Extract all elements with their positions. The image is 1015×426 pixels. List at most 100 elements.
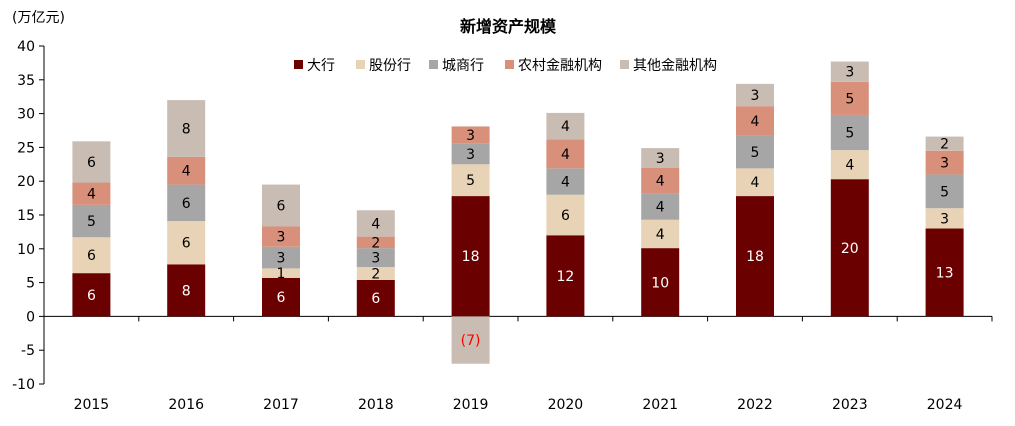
bar-data-label: 4	[561, 147, 570, 163]
y-tick-label: 20	[17, 174, 35, 190]
bar-segment	[167, 156, 206, 185]
legend-swatch	[505, 60, 514, 69]
legend-swatch	[620, 60, 629, 69]
bar-data-label: 1	[277, 266, 286, 282]
bar-segment	[546, 235, 585, 317]
y-tick-label: 35	[17, 73, 35, 89]
legend-label: 城商行	[442, 58, 484, 74]
legend-label: 大行	[307, 58, 335, 74]
bar-data-label: 6	[182, 236, 191, 252]
bar-segment	[546, 168, 585, 195]
bar-segment	[167, 264, 206, 317]
y-tick-label: -10	[12, 377, 35, 393]
y-tick-label: 5	[26, 276, 35, 292]
bar-segment	[356, 279, 395, 317]
bar-data-label: 4	[845, 158, 854, 174]
bar-segment	[72, 182, 111, 205]
bar-data-label: 3	[277, 230, 286, 246]
bar-segment	[925, 150, 964, 175]
bar-data-label: 5	[87, 214, 96, 230]
bar-data-label: 3	[656, 151, 665, 167]
bar-segment	[736, 106, 774, 136]
bar-data-label: 3	[277, 251, 286, 267]
bar-segment	[72, 141, 111, 183]
bar-data-label: 3	[751, 88, 760, 104]
bar-segment	[262, 277, 300, 317]
bar-segment	[546, 194, 585, 236]
bar-data-label: 4	[182, 164, 191, 180]
x-tick-label: 2018	[358, 397, 394, 413]
bar-segment	[830, 114, 869, 151]
bar-segment	[736, 196, 774, 317]
bar-data-label: 4	[561, 119, 570, 135]
bar-data-label: 2	[371, 266, 380, 282]
bar-segment	[356, 267, 395, 280]
bar-data-label: 3	[466, 147, 475, 163]
legend-label: 农村金融机构	[518, 58, 602, 74]
bar-segment	[72, 237, 111, 274]
bar-segment	[451, 316, 490, 364]
bar-segment	[641, 148, 680, 168]
bar-data-label: 4	[656, 227, 665, 243]
bar-data-label: 6	[561, 208, 570, 224]
bar-segment	[925, 208, 964, 229]
bar-segment	[72, 273, 111, 317]
bars	[72, 61, 964, 364]
bar-data-label: 6	[277, 290, 286, 306]
bar-data-label: 6	[182, 196, 191, 212]
x-tick-label: 2022	[737, 397, 773, 413]
bar-data-label: 6	[87, 155, 96, 171]
bar-data-label: 8	[182, 283, 191, 299]
bar-segment	[72, 204, 111, 238]
x-tick-label: 2023	[832, 397, 868, 413]
bar-data-label: 4	[656, 174, 665, 190]
bar-segment	[830, 150, 869, 180]
bar-data-label: 18	[462, 249, 480, 265]
legend-swatch	[356, 60, 365, 69]
y-axis-unit-label: (万亿元)	[12, 10, 65, 26]
bar-segment	[641, 248, 680, 317]
bar-segment	[451, 126, 490, 144]
bar-segment	[356, 248, 395, 268]
x-tick-label: 2021	[642, 397, 678, 413]
bar-segment	[736, 135, 774, 169]
bar-segment	[925, 228, 964, 317]
bar-segment	[830, 61, 869, 82]
bar-segment	[262, 268, 300, 278]
bar-data-label: 4	[751, 175, 760, 191]
bar-data-label: 5	[845, 126, 854, 142]
bar-data-label: 5	[845, 91, 854, 107]
bar-data-label: 2	[371, 235, 380, 251]
bar-data-label: 5	[466, 173, 475, 189]
bar-segment	[830, 179, 869, 317]
bar-segment	[546, 112, 585, 140]
x-tick-label: 2020	[548, 397, 584, 413]
bar-segment	[262, 226, 300, 247]
chart-title: 新增资产规模	[460, 17, 557, 36]
bar-segment	[167, 184, 206, 222]
bar-segment	[356, 210, 395, 237]
bar-data-label: 8	[182, 121, 191, 137]
bar-segment	[830, 81, 869, 115]
bar-segment	[925, 174, 964, 209]
bar-data-label: 6	[371, 291, 380, 307]
bar-segment	[641, 219, 680, 249]
bar-segment	[736, 168, 774, 197]
bar-segment	[167, 221, 206, 265]
bar-segment	[451, 143, 490, 165]
bar-segment	[262, 246, 300, 269]
x-tick-label: 2019	[453, 397, 489, 413]
bar-data-label: 6	[277, 199, 286, 215]
bar-data-label: 4	[561, 175, 570, 191]
legend: 大行 股份行 城商行 农村金融机构 其他金融机构	[294, 58, 717, 74]
legend-swatch	[429, 60, 438, 69]
bar-data-label: 10	[651, 275, 669, 291]
legend-swatch	[294, 60, 303, 69]
bar-data-label: 18	[746, 249, 764, 265]
bar-data-label: 2	[940, 137, 949, 153]
bar-segment	[546, 139, 585, 169]
bar-data-label: 3	[940, 211, 949, 227]
bar-segment	[451, 164, 490, 197]
